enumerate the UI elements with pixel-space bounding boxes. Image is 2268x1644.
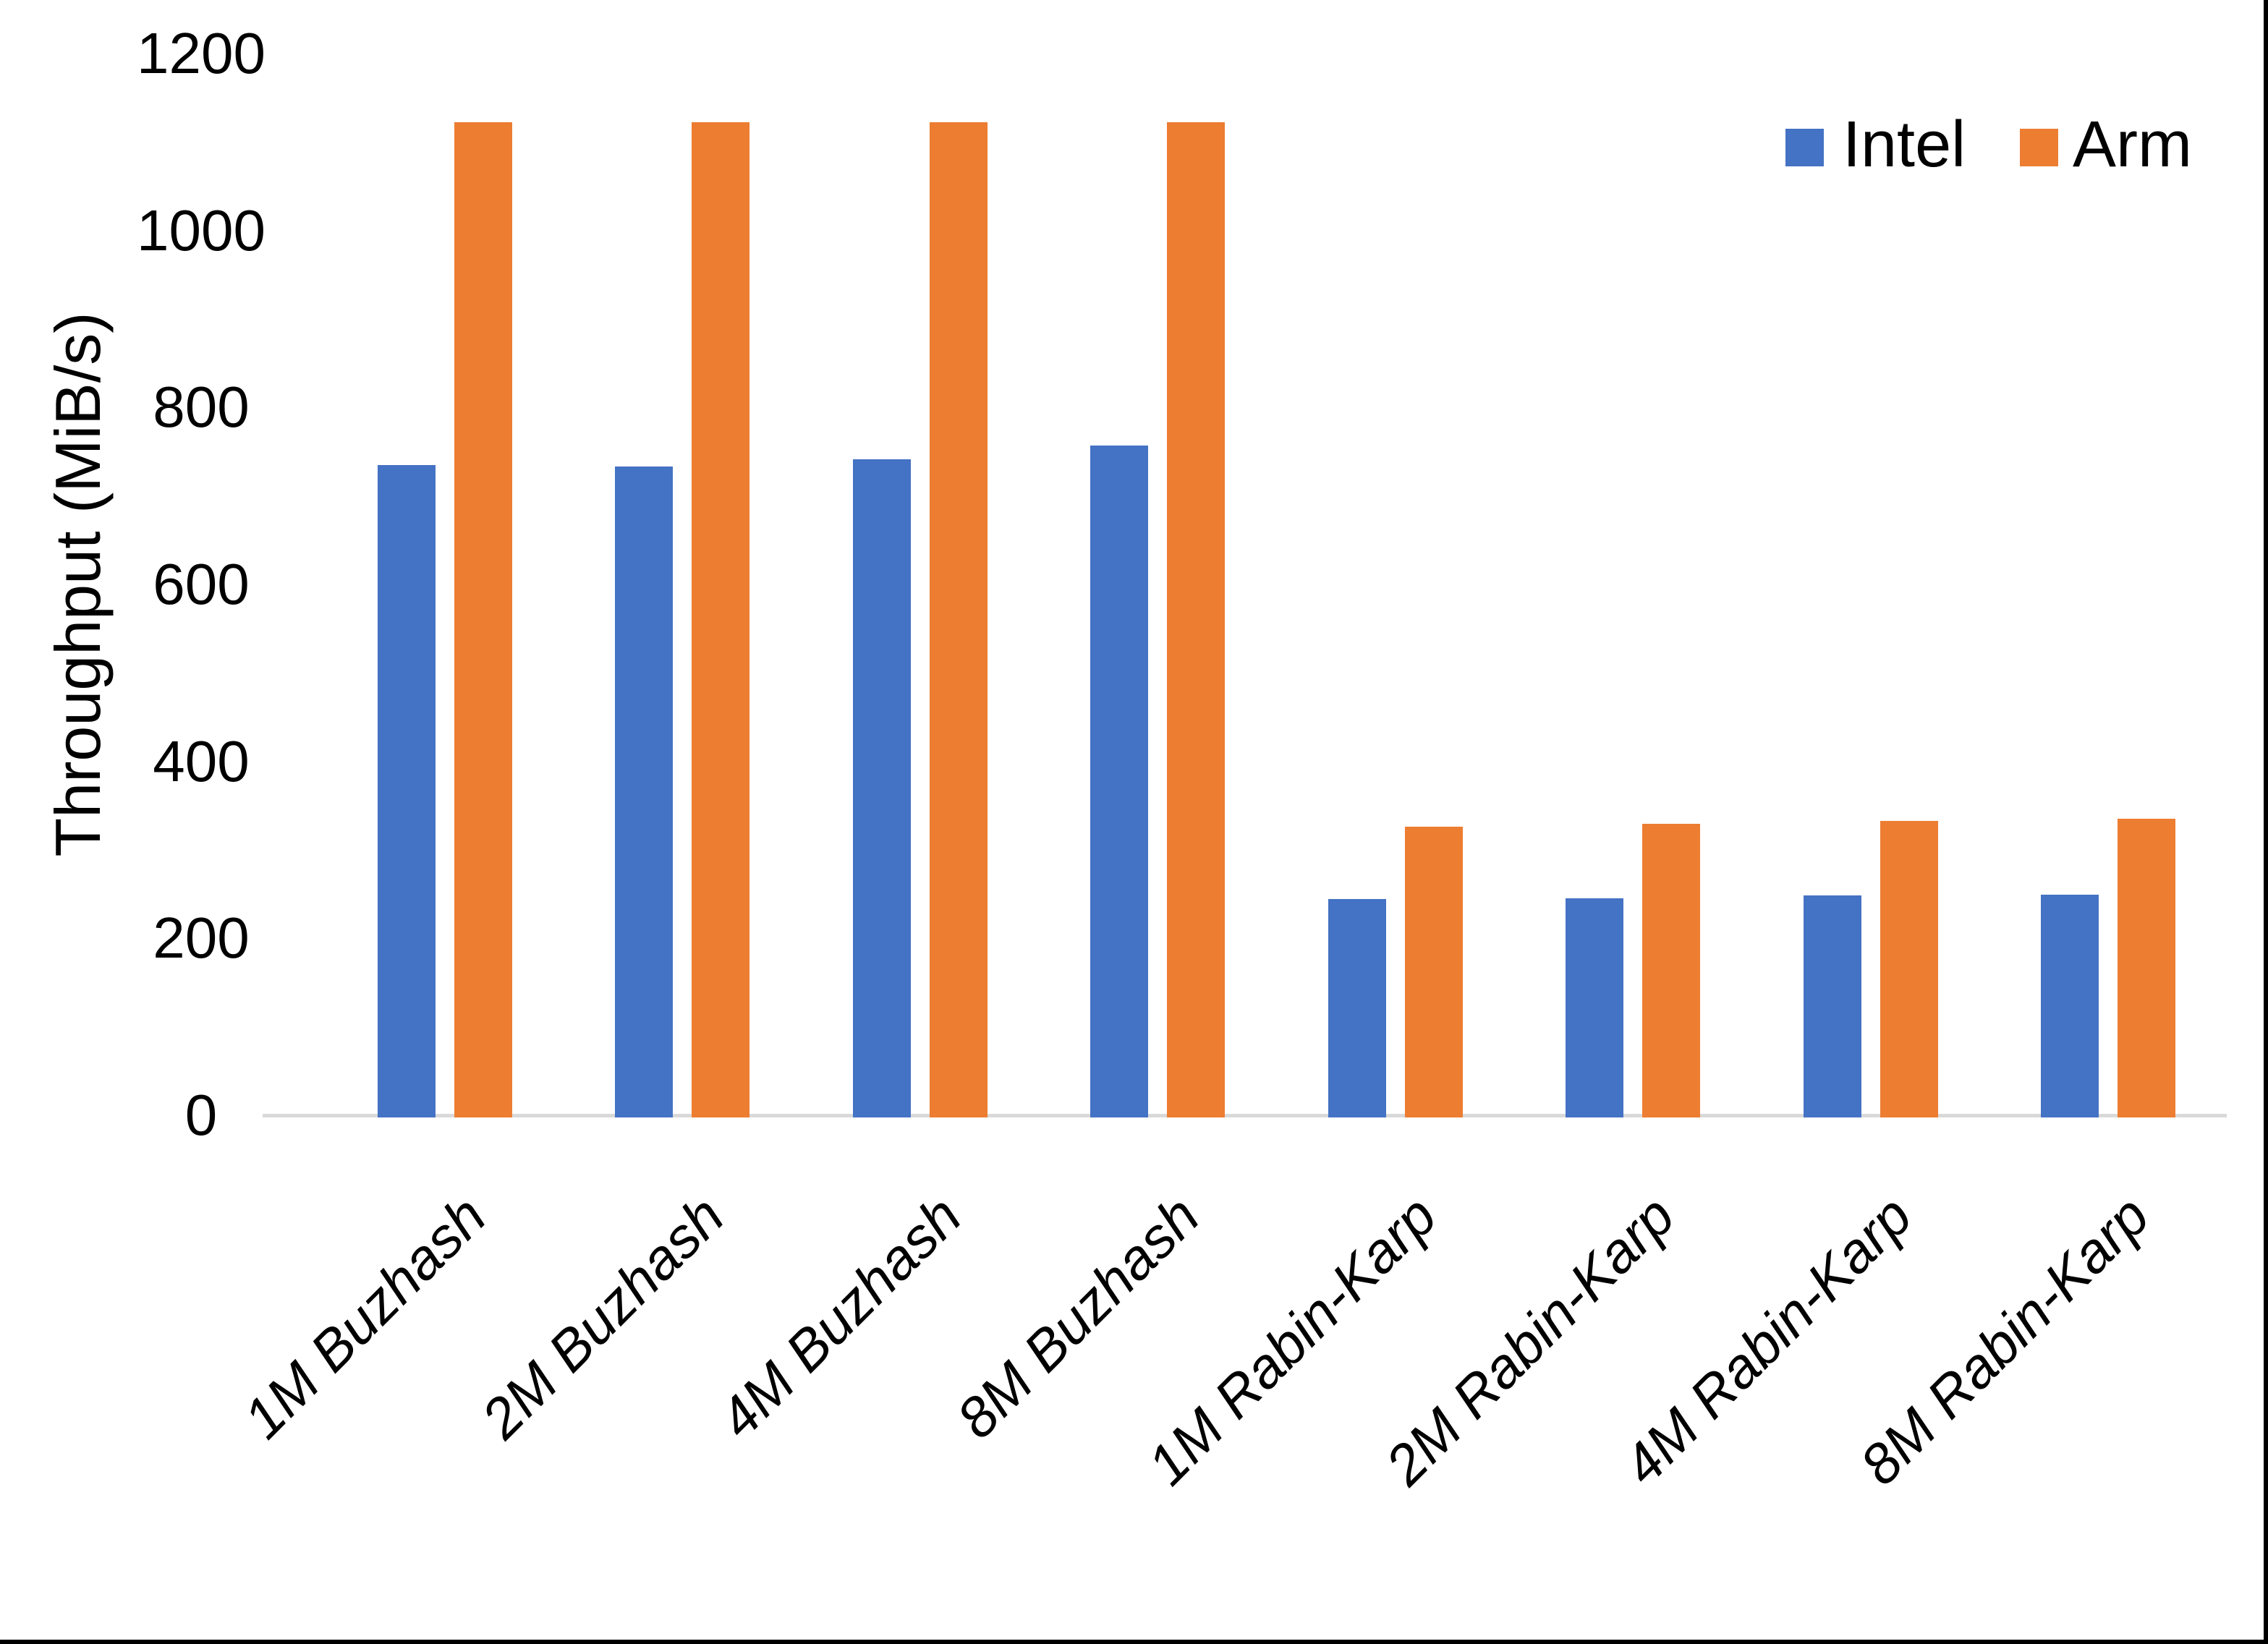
y-axis-tick-label: 0 <box>184 1083 218 1147</box>
y-axis-tick-label: 600 <box>153 552 250 616</box>
legend-marker-intel <box>1785 129 1824 166</box>
bar-intel-4 <box>1090 446 1149 1117</box>
x-axis-line <box>263 1114 2227 1117</box>
bar-intel-8 <box>2041 894 2099 1117</box>
y-axis-tick-label: 400 <box>153 728 250 793</box>
screen-edge-right <box>2264 0 2268 1644</box>
legend-label-intel: Intel <box>1843 108 1966 181</box>
bar-intel-1 <box>378 465 436 1117</box>
bar-intel-7 <box>1803 895 1861 1117</box>
bar-arm-5 <box>1404 826 1463 1117</box>
legend-label-arm: Arm <box>2073 108 2192 181</box>
bar-arm-3 <box>929 122 988 1117</box>
screen-edge-bottom <box>0 1640 2268 1644</box>
bar-arm-6 <box>1642 823 1701 1117</box>
bar-arm-7 <box>1880 821 1938 1117</box>
bar-arm-1 <box>454 122 512 1117</box>
bar-intel-6 <box>1566 898 1624 1117</box>
y-axis-tick-label: 200 <box>153 906 250 971</box>
y-axis-tick-label: 1000 <box>137 197 266 263</box>
bar-intel-2 <box>615 466 674 1117</box>
bar-intel-5 <box>1328 898 1386 1117</box>
bar-arm-4 <box>1167 122 1226 1117</box>
bar-arm-8 <box>2118 818 2175 1117</box>
x-axis-category-label: 1M Buzhash <box>231 1183 498 1451</box>
bar-arm-2 <box>692 122 750 1117</box>
bar-intel-3 <box>852 459 911 1117</box>
legend-marker-arm <box>2020 129 2058 166</box>
x-axis-category-label: 2M Buzhash <box>469 1183 736 1451</box>
x-axis-category-label: 8M Buzhash <box>944 1183 1211 1451</box>
y-axis-tick-label: 800 <box>153 375 250 440</box>
x-axis-category-label: 4M Buzhash <box>706 1183 974 1451</box>
y-axis-tick-label: 1200 <box>137 21 266 85</box>
